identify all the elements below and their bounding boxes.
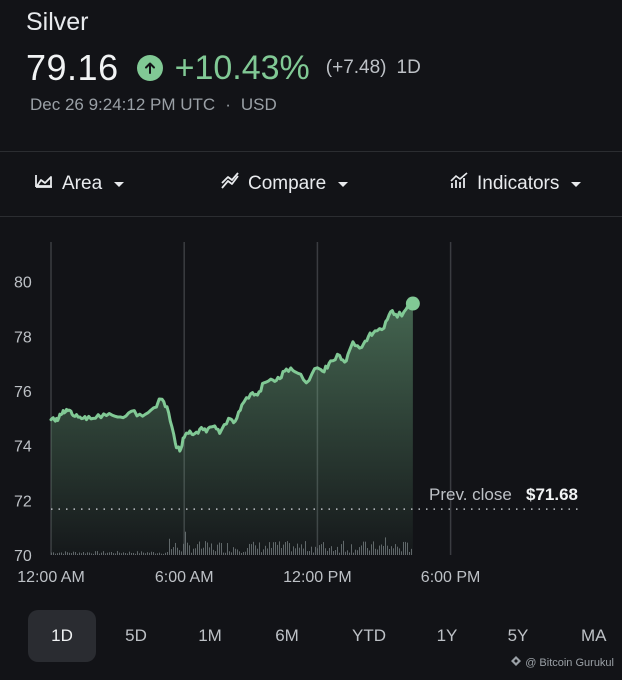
x-tick-label: 12:00 AM bbox=[17, 569, 85, 586]
range-1m[interactable]: 1M bbox=[198, 626, 222, 645]
y-tick-label: 70 bbox=[14, 548, 32, 565]
indicators-icon bbox=[449, 172, 469, 196]
price-line bbox=[49, 302, 415, 453]
y-tick-label: 80 bbox=[14, 275, 32, 292]
price-row: 79.16 +10.43% (+7.48) 1D bbox=[26, 46, 421, 90]
area-chart-icon bbox=[34, 172, 54, 196]
x-tick-label: 6:00 PM bbox=[421, 569, 481, 586]
range-6m[interactable]: 6M bbox=[275, 626, 299, 645]
watermark-logo-icon bbox=[511, 656, 522, 669]
timestamp: Dec 26 9:24:12 PM UTC bbox=[30, 95, 216, 114]
time-range-selector: 1D 5D 1M 6M YTD 1Y 5Y MA bbox=[0, 610, 622, 662]
currency-label: USD bbox=[240, 95, 277, 114]
chevron-down-icon bbox=[338, 181, 349, 187]
y-tick-label: 76 bbox=[14, 384, 32, 401]
last-price-dot bbox=[405, 296, 420, 311]
quote-meta: Dec 26 9:24:12 PM UTC · USD bbox=[30, 95, 277, 115]
indicators-dropdown[interactable]: Indicators bbox=[449, 152, 582, 216]
range-5y[interactable]: 5Y bbox=[507, 626, 529, 645]
price-area-fill bbox=[51, 303, 413, 555]
prev-close-label: Prev. close bbox=[429, 485, 512, 504]
y-tick-label: 72 bbox=[14, 493, 32, 510]
price-chart-svg: Prev. close $71.68 80 78 76 74 72 70 12:00 AM 6… bbox=[14, 242, 580, 586]
watermark-text: @ Bitcoin Gurukul bbox=[525, 656, 614, 669]
chevron-down-icon bbox=[571, 181, 582, 187]
current-price: 79.16 bbox=[26, 47, 119, 88]
chart-type-dropdown[interactable]: Area bbox=[34, 152, 125, 216]
time-span-label: 1D bbox=[396, 57, 421, 78]
divider bbox=[0, 216, 622, 217]
range-1y[interactable]: 1Y bbox=[436, 626, 458, 645]
y-tick-label: 74 bbox=[14, 439, 32, 456]
range-ma[interactable]: MA bbox=[581, 626, 607, 645]
x-tick-label: 12:00 PM bbox=[283, 569, 351, 586]
compare-icon bbox=[220, 172, 240, 196]
range-1d[interactable]: 1D bbox=[28, 610, 96, 662]
change-percent: +10.43% bbox=[174, 48, 310, 87]
price-chart[interactable]: Prev. close $71.68 80 78 76 74 72 70 12:00 AM 6… bbox=[0, 216, 622, 596]
y-tick-label: 78 bbox=[14, 329, 32, 346]
chevron-down-icon bbox=[114, 181, 125, 187]
compare-label: Compare bbox=[248, 173, 327, 194]
change-absolute: (+7.48) bbox=[325, 57, 387, 78]
meta-separator: · bbox=[225, 95, 231, 114]
chart-type-label: Area bbox=[62, 173, 103, 194]
prev-close-value: $71.68 bbox=[526, 485, 578, 504]
watermark: @ Bitcoin Gurukul bbox=[511, 656, 614, 669]
divider bbox=[0, 151, 622, 152]
asset-title: Silver bbox=[26, 8, 89, 36]
arrow-up-icon bbox=[136, 55, 163, 81]
compare-dropdown[interactable]: Compare bbox=[220, 152, 349, 216]
indicators-label: Indicators bbox=[477, 173, 560, 194]
range-ytd[interactable]: YTD bbox=[352, 626, 386, 645]
x-tick-label: 6:00 AM bbox=[155, 569, 214, 586]
chart-toolbar: Area Compare Indicators bbox=[0, 152, 622, 216]
range-5d[interactable]: 5D bbox=[125, 626, 147, 645]
